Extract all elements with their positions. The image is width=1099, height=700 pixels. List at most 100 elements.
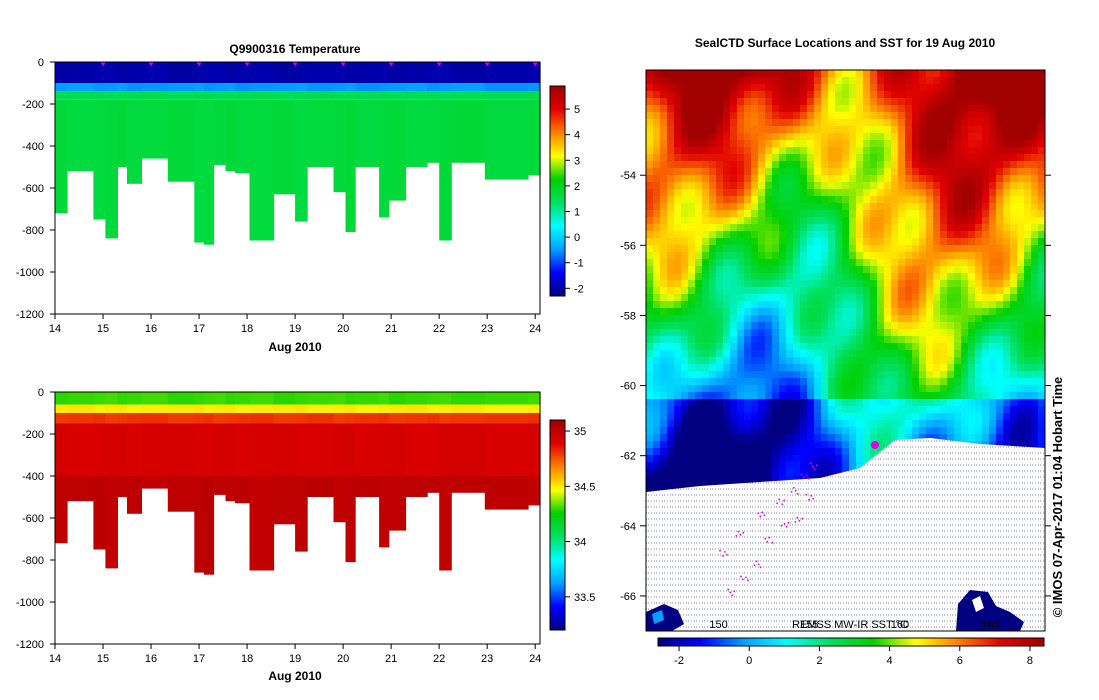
sst-cell [821, 287, 829, 295]
profile-marker [196, 62, 203, 66]
sst-cell [1024, 287, 1032, 295]
sst-cell [905, 210, 913, 218]
salinity-cell [295, 392, 308, 405]
sst-cell [926, 217, 934, 225]
sst-cell [821, 364, 829, 372]
sst-cell [968, 266, 976, 274]
temperature-y-tick-label: -400 [22, 141, 44, 153]
sst-cell [912, 105, 920, 113]
sst-cell [688, 371, 696, 379]
sst-cell [695, 203, 703, 211]
sst-cell [842, 434, 850, 442]
sst-cell [744, 455, 752, 463]
sst-cell [933, 406, 941, 414]
sst-cell [730, 413, 738, 421]
sst-cell [660, 147, 668, 155]
sst-cell [870, 126, 878, 134]
sst-cell [674, 196, 682, 204]
sst-cell [961, 364, 969, 372]
sst-cell [716, 238, 724, 246]
sst-cell [821, 322, 829, 330]
sst-cell [870, 154, 878, 162]
sst-cell [842, 315, 850, 323]
temperature-cell [405, 83, 428, 92]
sst-cell [674, 483, 682, 491]
sst-cell [765, 112, 773, 120]
sst-cell [933, 161, 941, 169]
sst-cell [1031, 189, 1039, 197]
sst-cell [702, 336, 710, 344]
sst-cell [975, 350, 983, 358]
sst-cell [681, 224, 689, 232]
salinity-cell [307, 392, 335, 405]
sst-cell [646, 343, 654, 351]
sst-cell [807, 448, 815, 456]
sst-cell [968, 168, 976, 176]
sst-cell [933, 392, 941, 400]
sst-cell [926, 245, 934, 253]
sst-cell [1024, 378, 1032, 386]
sst-cell [856, 301, 864, 309]
sst-cell [905, 427, 913, 435]
sst-cell [975, 364, 983, 372]
sst-cell [821, 154, 829, 162]
sst-cell [905, 350, 913, 358]
salinity-cell [167, 476, 195, 512]
sst-cell [730, 469, 738, 477]
sst-cell [926, 364, 934, 372]
sst-cell [821, 413, 829, 421]
sst-cell [800, 203, 808, 211]
sst-cell [751, 224, 759, 232]
temperature-cell [355, 62, 380, 83]
sst-cell [1024, 413, 1032, 421]
sst-cell [835, 420, 843, 428]
sst-cell [912, 224, 920, 232]
sst-cell [814, 308, 822, 316]
sst-cell [961, 392, 969, 400]
sst-cell [730, 168, 738, 176]
sst-cell [849, 175, 857, 183]
sst-cell [996, 196, 1004, 204]
sst-cell [737, 287, 745, 295]
sst-cell [989, 343, 997, 351]
sst-cell [856, 350, 864, 358]
sst-cell [716, 217, 724, 225]
sst-cell [702, 420, 710, 428]
sst-cell [758, 105, 766, 113]
sst-cell [786, 210, 794, 218]
sst-cell [947, 259, 955, 267]
sst-cell [877, 203, 885, 211]
sst-cell [1017, 91, 1025, 99]
sst-cell [681, 140, 689, 148]
sst-cell [919, 231, 927, 239]
sst-cell [905, 364, 913, 372]
sst-cell [681, 364, 689, 372]
sst-cell [835, 126, 843, 134]
sst-cell [744, 154, 752, 162]
sst-cell [905, 147, 913, 155]
sst-cell [758, 476, 766, 484]
sst-cell [758, 399, 766, 407]
sst-cell [702, 427, 710, 435]
sst-cell [653, 462, 661, 470]
sst-cell [877, 371, 885, 379]
sst-cell [667, 140, 675, 148]
sst-cell [849, 112, 857, 120]
sst-cell [975, 77, 983, 85]
sst-cell [695, 371, 703, 379]
sst-cell [954, 161, 962, 169]
sst-cell [891, 224, 899, 232]
sst-cell [667, 455, 675, 463]
sst-cell [730, 329, 738, 337]
sst-cell [786, 126, 794, 134]
sst-cell [835, 343, 843, 351]
sst-cell [674, 476, 682, 484]
sst-cell [877, 168, 885, 176]
sst-cell [751, 462, 759, 470]
sst-cell [835, 322, 843, 330]
temperature-cell [55, 99, 68, 214]
sst-cell [891, 91, 899, 99]
temperature-cell [273, 99, 296, 195]
sst-cell [723, 329, 731, 337]
sst-cell [653, 77, 661, 85]
